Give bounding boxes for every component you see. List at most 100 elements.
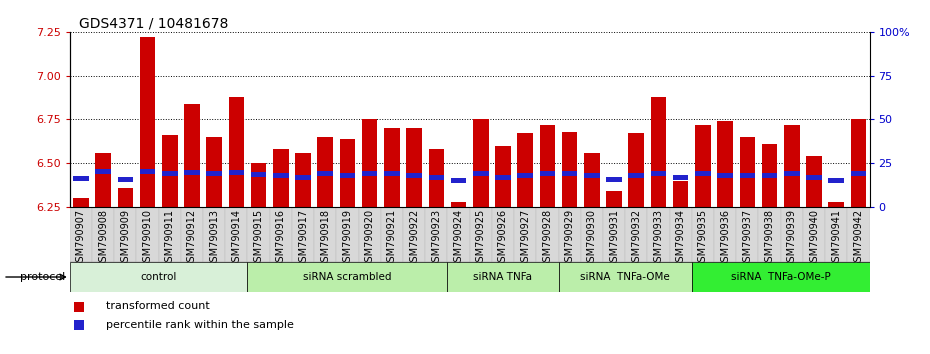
- Bar: [229, 97, 245, 207]
- Bar: [517, 173, 533, 178]
- Text: siRNA  TNFa-OMe: siRNA TNFa-OMe: [580, 272, 670, 282]
- Bar: [584, 153, 600, 207]
- Bar: [737, 207, 759, 262]
- Text: GSM790937: GSM790937: [742, 209, 752, 268]
- Bar: [273, 149, 288, 207]
- Text: GSM790942: GSM790942: [854, 209, 863, 268]
- Bar: [73, 198, 88, 207]
- Bar: [95, 169, 111, 173]
- Bar: [314, 207, 337, 262]
- Bar: [562, 132, 578, 207]
- Bar: [492, 207, 514, 262]
- Bar: [673, 175, 688, 180]
- Bar: [829, 202, 844, 207]
- Bar: [70, 262, 247, 292]
- Bar: [384, 128, 400, 207]
- Bar: [317, 137, 333, 207]
- Bar: [114, 207, 137, 262]
- Bar: [714, 207, 737, 262]
- Bar: [403, 207, 425, 262]
- Bar: [451, 202, 466, 207]
- Bar: [339, 139, 355, 207]
- Text: GSM790921: GSM790921: [387, 209, 397, 268]
- Bar: [337, 207, 359, 262]
- Bar: [473, 171, 488, 176]
- Text: GSM790919: GSM790919: [342, 209, 352, 268]
- Text: GSM790923: GSM790923: [432, 209, 442, 268]
- Bar: [825, 207, 847, 262]
- Text: GSM790940: GSM790940: [809, 209, 819, 268]
- Bar: [851, 120, 866, 207]
- Bar: [584, 173, 600, 178]
- Bar: [495, 146, 511, 207]
- Bar: [180, 207, 203, 262]
- Bar: [851, 171, 866, 176]
- Text: control: control: [140, 272, 177, 282]
- Bar: [806, 175, 822, 180]
- Text: GSM790911: GSM790911: [165, 209, 175, 268]
- Bar: [429, 175, 445, 180]
- Bar: [162, 171, 178, 176]
- Bar: [517, 133, 533, 207]
- Bar: [70, 207, 92, 262]
- Bar: [184, 170, 200, 175]
- Bar: [425, 207, 447, 262]
- Text: siRNA  TNFa-OMe-P: siRNA TNFa-OMe-P: [731, 272, 830, 282]
- Bar: [803, 207, 825, 262]
- Text: transformed count: transformed count: [106, 302, 209, 312]
- Text: GDS4371 / 10481678: GDS4371 / 10481678: [79, 16, 229, 30]
- Text: GSM790912: GSM790912: [187, 209, 197, 268]
- Bar: [159, 207, 180, 262]
- Bar: [717, 121, 733, 207]
- Bar: [362, 171, 378, 176]
- Text: GSM790927: GSM790927: [520, 209, 530, 268]
- Bar: [606, 177, 622, 182]
- Bar: [225, 207, 247, 262]
- Text: GSM790933: GSM790933: [654, 209, 663, 268]
- Bar: [247, 262, 447, 292]
- Text: GSM790935: GSM790935: [698, 209, 708, 268]
- Bar: [270, 207, 292, 262]
- Bar: [759, 207, 780, 262]
- Bar: [73, 176, 88, 181]
- Bar: [603, 207, 625, 262]
- Bar: [406, 173, 422, 178]
- Bar: [447, 207, 470, 262]
- Bar: [92, 207, 114, 262]
- Bar: [473, 120, 488, 207]
- Bar: [829, 178, 844, 183]
- Bar: [73, 302, 84, 312]
- Bar: [406, 128, 422, 207]
- Bar: [429, 149, 445, 207]
- Text: GSM790941: GSM790941: [831, 209, 842, 268]
- Bar: [580, 207, 603, 262]
- Text: GSM790920: GSM790920: [365, 209, 375, 268]
- Bar: [559, 262, 692, 292]
- Text: GSM790918: GSM790918: [320, 209, 330, 268]
- Bar: [559, 207, 580, 262]
- Bar: [73, 320, 84, 330]
- Text: GSM790909: GSM790909: [120, 209, 130, 268]
- Bar: [247, 207, 270, 262]
- Bar: [295, 153, 311, 207]
- Bar: [717, 173, 733, 178]
- Bar: [384, 171, 400, 176]
- Text: GSM790938: GSM790938: [764, 209, 775, 268]
- Bar: [695, 125, 711, 207]
- Text: siRNA scrambled: siRNA scrambled: [303, 272, 392, 282]
- Bar: [140, 37, 155, 207]
- Text: GSM790934: GSM790934: [676, 209, 685, 268]
- Bar: [137, 207, 159, 262]
- Bar: [784, 125, 800, 207]
- Bar: [514, 207, 537, 262]
- Bar: [539, 125, 555, 207]
- Text: percentile rank within the sample: percentile rank within the sample: [106, 320, 294, 330]
- Bar: [380, 207, 403, 262]
- Text: GSM790922: GSM790922: [409, 209, 419, 268]
- Bar: [184, 104, 200, 207]
- Bar: [295, 175, 311, 180]
- Text: GSM790907: GSM790907: [76, 209, 86, 268]
- Text: GSM790925: GSM790925: [476, 209, 485, 268]
- Bar: [447, 262, 559, 292]
- Text: GSM790917: GSM790917: [298, 209, 308, 268]
